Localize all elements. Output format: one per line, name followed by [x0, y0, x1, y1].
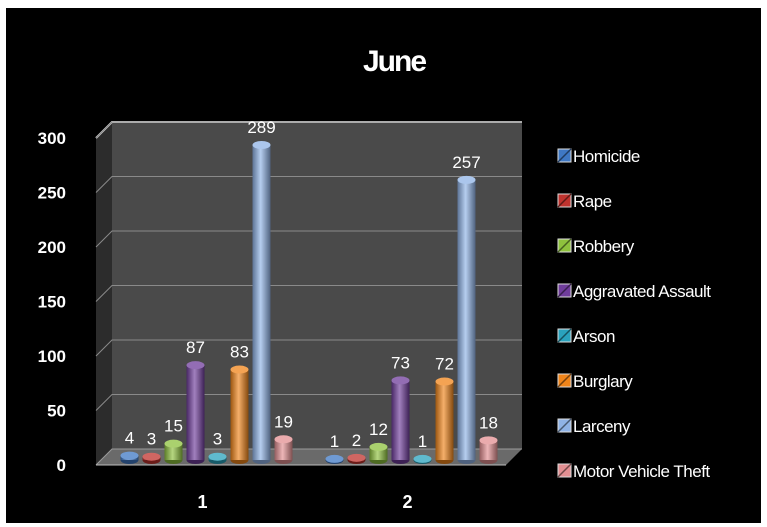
legend-label: Homicide: [573, 147, 640, 166]
legend-label: Larceny: [573, 417, 631, 436]
legend-label: Motor Vehicle Theft: [573, 462, 710, 481]
legend-label: Robbery: [573, 237, 635, 256]
y-tick-label: 0: [57, 456, 66, 475]
y-tick-label: 100: [38, 347, 66, 366]
bar: [392, 380, 410, 460]
bar-top: [187, 361, 205, 369]
data-label: 73: [391, 353, 410, 372]
bar-top: [326, 455, 344, 463]
chart-title: June: [363, 45, 426, 78]
legend-label: Aggravated Assault: [573, 282, 711, 301]
category-label: 1: [197, 492, 207, 512]
bar-top: [143, 453, 161, 461]
data-label: 1: [418, 432, 427, 451]
data-label: 289: [247, 118, 275, 137]
category-label: 2: [402, 492, 412, 512]
bar: [436, 382, 454, 460]
bar-top: [121, 452, 139, 460]
data-label: 87: [186, 338, 205, 357]
legend-label: Burglary: [573, 372, 633, 391]
bar-top: [231, 366, 249, 374]
data-label: 3: [213, 430, 222, 449]
bar-top: [209, 453, 227, 461]
data-label: 2: [352, 431, 361, 450]
data-label: 12: [369, 420, 388, 439]
chart-frame: June 0 50 100 150 200 250 300 4 3 15 87 3 83 289 19 1 1 2…: [6, 8, 761, 523]
bar: [187, 365, 205, 460]
bar-top: [414, 455, 432, 463]
data-label: 1: [330, 432, 339, 451]
bar-top: [275, 435, 293, 443]
bar-top: [348, 454, 366, 462]
bar-top: [392, 376, 410, 384]
data-label: 257: [452, 153, 480, 172]
bar-top: [436, 378, 454, 386]
bar-top: [253, 141, 271, 149]
y-tick-label: 300: [38, 129, 66, 148]
y-tick-label: 50: [47, 402, 66, 421]
bar-top: [165, 440, 183, 448]
legend: Homicide Rape Robbery Aggravated Assault Ars…: [558, 147, 711, 481]
data-label: 3: [147, 430, 156, 449]
data-label: 19: [274, 412, 293, 431]
bar: [253, 145, 271, 460]
y-tick-label: 250: [38, 184, 66, 203]
legend-label: Arson: [573, 327, 615, 346]
data-label: 15: [164, 417, 183, 436]
bar-top: [480, 436, 498, 444]
data-label: 4: [125, 429, 134, 448]
y-tick-label: 150: [38, 293, 66, 312]
bar: [231, 370, 249, 460]
data-label: 72: [435, 355, 454, 374]
bar-top: [458, 176, 476, 184]
bar: [458, 180, 476, 460]
legend-label: Rape: [573, 192, 612, 211]
data-label: 18: [479, 413, 498, 432]
bar-top: [370, 443, 388, 451]
y-tick-label: 200: [38, 238, 66, 257]
data-label: 83: [230, 343, 249, 362]
